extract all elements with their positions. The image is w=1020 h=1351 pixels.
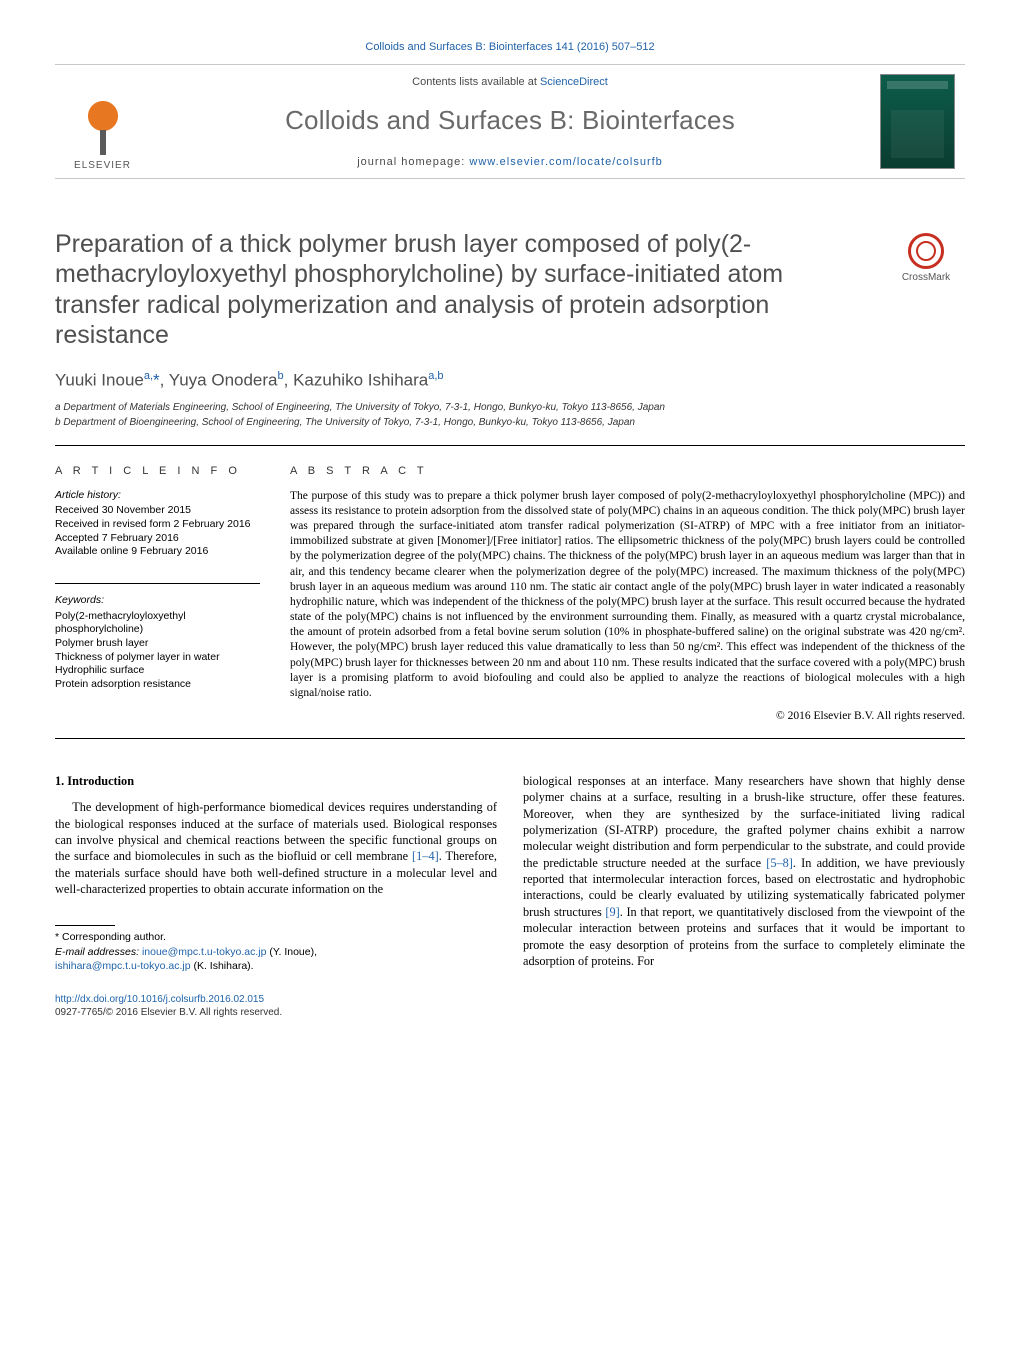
journal-name: Colloids and Surfaces B: Biointerfaces — [158, 104, 862, 138]
abstract-text: The purpose of this study was to prepare… — [290, 489, 965, 701]
article-info-heading: A R T I C L E I N F O — [55, 464, 260, 478]
email-line-2: ishihara@mpc.t.u-tokyo.ac.jp (K. Ishihar… — [55, 959, 497, 973]
journal-reference-top: Colloids and Surfaces B: Biointerfaces 1… — [55, 40, 965, 54]
masthead-center: Contents lists available at ScienceDirec… — [150, 65, 870, 177]
author-list: Yuuki Inouea,*, Yuya Onoderab, Kazuhiko … — [55, 369, 965, 392]
footnote-rule — [55, 925, 115, 926]
bottom-meta: http://dx.doi.org/10.1016/j.colsurfb.201… — [55, 993, 965, 1019]
abstract-heading: A B S T R A C T — [290, 464, 965, 478]
doi-link[interactable]: http://dx.doi.org/10.1016/j.colsurfb.201… — [55, 994, 264, 1005]
crossmark-label: CrossMark — [902, 271, 950, 284]
footnotes-block: * Corresponding author. E-mail addresses… — [55, 925, 497, 973]
email-link-2[interactable]: ishihara@mpc.t.u-tokyo.ac.jp — [55, 960, 191, 972]
affiliations: a Department of Materials Engineering, S… — [55, 401, 965, 429]
email-line: E-mail addresses: inoue@mpc.t.u-tokyo.ac… — [55, 945, 497, 959]
history-label: Article history: — [55, 489, 260, 503]
issn-copyright: 0927-7765/© 2016 Elsevier B.V. All right… — [55, 1007, 282, 1018]
affiliation-b: b Department of Bioengineering, School o… — [55, 416, 965, 430]
intro-para-2: biological responses at an interface. Ma… — [523, 773, 965, 969]
homepage-label: journal homepage: — [357, 156, 469, 168]
history-revised: Received in revised form 2 February 2016 — [55, 518, 260, 532]
affiliation-a: a Department of Materials Engineering, S… — [55, 401, 965, 415]
journal-homepage-link[interactable]: www.elsevier.com/locate/colsurfb — [469, 156, 662, 168]
email-link-1[interactable]: inoue@mpc.t.u-tokyo.ac.jp — [142, 946, 266, 958]
history-received: Received 30 November 2015 — [55, 504, 260, 518]
cover-cell — [870, 65, 965, 177]
ref-link-5-8[interactable]: [5–8] — [766, 856, 793, 870]
keyword: Thickness of polymer layer in water — [55, 651, 260, 665]
history-accepted: Accepted 7 February 2016 — [55, 532, 260, 546]
keywords-list: Poly(2-methacryloyloxyethyl phosphorylch… — [55, 610, 260, 692]
publisher-logo-cell: ELSEVIER — [55, 65, 150, 177]
ref-link-9[interactable]: [9] — [605, 905, 619, 919]
keyword: Polymer brush layer — [55, 637, 260, 651]
keyword: Protein adsorption resistance — [55, 678, 260, 692]
journal-cover-thumb — [880, 74, 955, 169]
keywords-label: Keywords: — [55, 594, 260, 608]
history-online: Available online 9 February 2016 — [55, 545, 260, 559]
intro-para-1: The development of high-performance biom… — [55, 799, 497, 897]
section-heading-intro: 1. Introduction — [55, 773, 497, 789]
elsevier-logo: ELSEVIER — [63, 84, 143, 172]
crossmark-icon — [908, 233, 944, 269]
elsevier-tree-icon — [73, 95, 133, 155]
history-lines: Received 30 November 2015 Received in re… — [55, 504, 260, 559]
abstract-copyright: © 2016 Elsevier B.V. All rights reserved… — [290, 709, 965, 724]
body-two-column: 1. Introduction The development of high-… — [55, 773, 965, 973]
publisher-name: ELSEVIER — [74, 159, 131, 172]
masthead: ELSEVIER Contents lists available at Sci… — [55, 64, 965, 178]
contents-line: Contents lists available at ScienceDirec… — [158, 75, 862, 89]
keyword: Poly(2-methacryloyloxyethyl phosphorylch… — [55, 610, 260, 637]
homepage-line: journal homepage: www.elsevier.com/locat… — [158, 155, 862, 169]
sciencedirect-link[interactable]: ScienceDirect — [540, 76, 608, 88]
keyword: Hydrophilic surface — [55, 664, 260, 678]
contents-prefix: Contents lists available at — [412, 76, 540, 88]
article-info-column: A R T I C L E I N F O Article history: R… — [55, 464, 260, 724]
ref-link-1-4[interactable]: [1–4] — [412, 849, 439, 863]
crossmark-widget[interactable]: CrossMark — [887, 233, 965, 284]
corresponding-author-note: * Corresponding author. — [55, 930, 497, 944]
abstract-column: A B S T R A C T The purpose of this stud… — [290, 464, 965, 724]
article-title: Preparation of a thick polymer brush lay… — [55, 229, 867, 351]
